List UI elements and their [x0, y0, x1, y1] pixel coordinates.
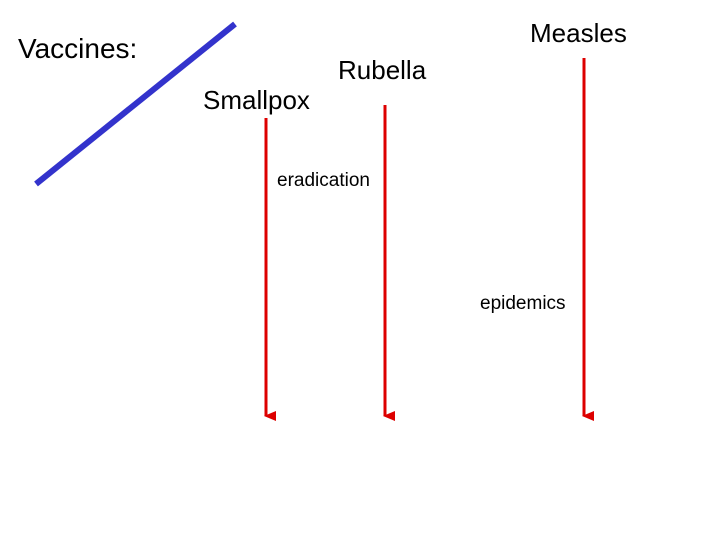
- measles-label: Measles: [530, 18, 627, 48]
- epidemics-label: epidemics: [480, 293, 566, 314]
- eradication-label: eradication: [277, 170, 370, 191]
- smallpox-label: Smallpox: [203, 85, 310, 115]
- blue-line: [34, 21, 237, 187]
- rubella-label: Rubella: [338, 55, 427, 85]
- title: Vaccines:: [18, 33, 137, 64]
